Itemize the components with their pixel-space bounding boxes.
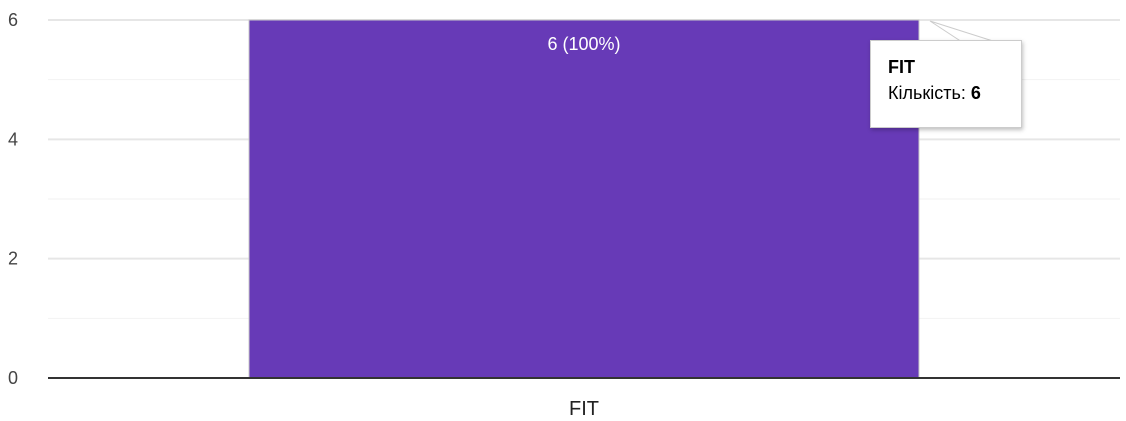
tooltip-metric-value: 6 [970, 83, 981, 103]
tooltip-metric-label: Кількість: [888, 83, 966, 103]
x-category-label: FIT [569, 398, 599, 416]
y-tick-label: 4 [8, 129, 18, 149]
y-tick-label: 2 [8, 249, 18, 269]
tooltip-metric-line: Кількість: 6 [888, 81, 1005, 105]
tooltip-pointer [929, 20, 997, 43]
bar [248, 19, 920, 379]
y-tick-label: 0 [8, 368, 18, 388]
y-tick-label: 6 [8, 10, 18, 30]
tooltip-title: FIT [888, 57, 915, 77]
chart-tooltip: FIT Кількість: 6 [870, 40, 1022, 128]
bar-data-label: 6 (100%) [547, 34, 620, 54]
